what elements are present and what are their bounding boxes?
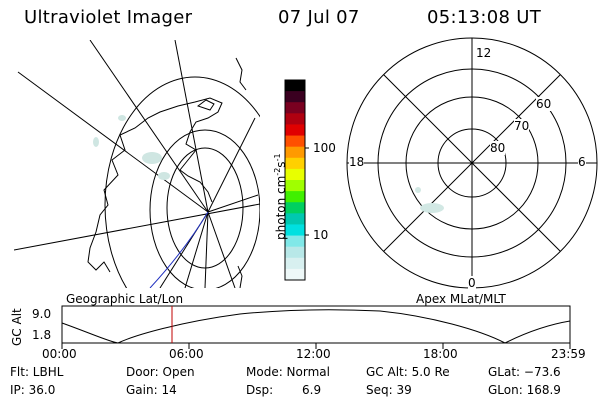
colorbar-cell [285, 168, 305, 181]
colorbar-cell [285, 224, 305, 237]
colorbar-tick-label-10: 10 [313, 228, 329, 242]
timeline-right-title: Apex MLat/MLT [416, 292, 506, 306]
timeline-x-tick: 12:00 [296, 347, 331, 361]
map-lat-circle-middle [149, 129, 260, 288]
polar-lat-label-60: 60 [536, 97, 552, 111]
coastline [87, 231, 111, 273]
coastline [196, 99, 215, 111]
coastline [95, 97, 223, 233]
map-meridian [17, 71, 209, 213]
colorbar-cell [285, 91, 305, 103]
timeline-x-tick: 18:00 [423, 347, 458, 361]
colorbar-cell [285, 235, 305, 248]
coastline [237, 265, 243, 288]
info-flt: Flt: LBHL [10, 365, 64, 379]
polar-label-18: 18 [349, 155, 365, 169]
timeline-y-max: 9.0 [32, 307, 52, 321]
timeline-y-min: 1.8 [32, 328, 52, 342]
info-gain: Gain: 14 [126, 383, 177, 397]
colorbar-tick-label-100: 100 [313, 141, 336, 155]
orbit-altitude-curve [61, 309, 571, 344]
date-label: 07 Jul 07 [278, 7, 360, 28]
coastline [235, 57, 247, 91]
time-label: 05:13:08 UT [427, 7, 542, 28]
info-dsp-value: 6.9 [302, 383, 322, 397]
colorbar-cell [285, 213, 305, 225]
polar-axis-diagonal [383, 74, 561, 252]
map-meridian [174, 40, 209, 213]
map-lat-circle-inner [166, 147, 244, 269]
polar-aurora-patch [420, 203, 444, 213]
colorbar-cell [285, 124, 305, 137]
app-title: Ultraviolet Imager [24, 7, 193, 28]
colorbar-cell [285, 191, 305, 203]
colorbar-cell [285, 135, 305, 148]
aurora-patch [142, 152, 162, 164]
colorbar-cell [285, 257, 305, 270]
timeline-x-tick: 06:00 [169, 347, 204, 361]
map-meridian [14, 203, 260, 251]
polar-lat-label-70: 70 [514, 119, 530, 133]
info-mode: Mode: Normal [246, 365, 330, 379]
map-meridian [207, 194, 259, 213]
info-door: Door: Open [126, 365, 195, 379]
colorbar-cell [285, 102, 305, 114]
map-lat-circle-outer [104, 76, 260, 288]
info-gc-alt: GC Alt: 5.0 Re [366, 365, 450, 379]
info-dsp: Dsp: [246, 383, 274, 397]
timeline-x-tick: 23:59 [551, 347, 586, 361]
map-meridian [89, 40, 209, 213]
colorbar-cell [285, 246, 305, 259]
map-meridian [207, 211, 236, 288]
colorbar-cell [285, 180, 305, 192]
map-meridian [207, 117, 256, 213]
colorbar-cell [285, 80, 305, 92]
polar-label-0: 0 [468, 276, 476, 290]
colorbar-cell [285, 157, 305, 170]
info-glat: GLat: −73.6 [488, 365, 561, 379]
map-meridian [184, 211, 209, 288]
polar-label-6: 6 [578, 155, 586, 169]
aurora-patch [93, 137, 99, 147]
polar-lat-label-80: 80 [490, 141, 506, 155]
info-ip: IP: 36.0 [10, 383, 56, 397]
colorbar-cell [285, 146, 305, 159]
polar-aurora-patch [415, 187, 421, 193]
map-meridian [204, 211, 209, 288]
aurora-patch [158, 172, 170, 180]
colorbar-cell [285, 113, 305, 125]
info-glon: GLon: 168.9 [488, 383, 561, 397]
timeline-axis-label: GC Alt [10, 308, 24, 346]
map-blue-track [149, 211, 209, 288]
colorbar-cell [285, 202, 305, 214]
colorbar-cell [285, 268, 305, 281]
aurora-patch [118, 115, 126, 121]
timeline-x-tick: 00:00 [42, 347, 77, 361]
polar-label-12: 12 [476, 46, 492, 60]
info-seq: Seq: 39 [366, 383, 412, 397]
timeline-left-title: Geographic Lat/Lon [66, 292, 184, 306]
